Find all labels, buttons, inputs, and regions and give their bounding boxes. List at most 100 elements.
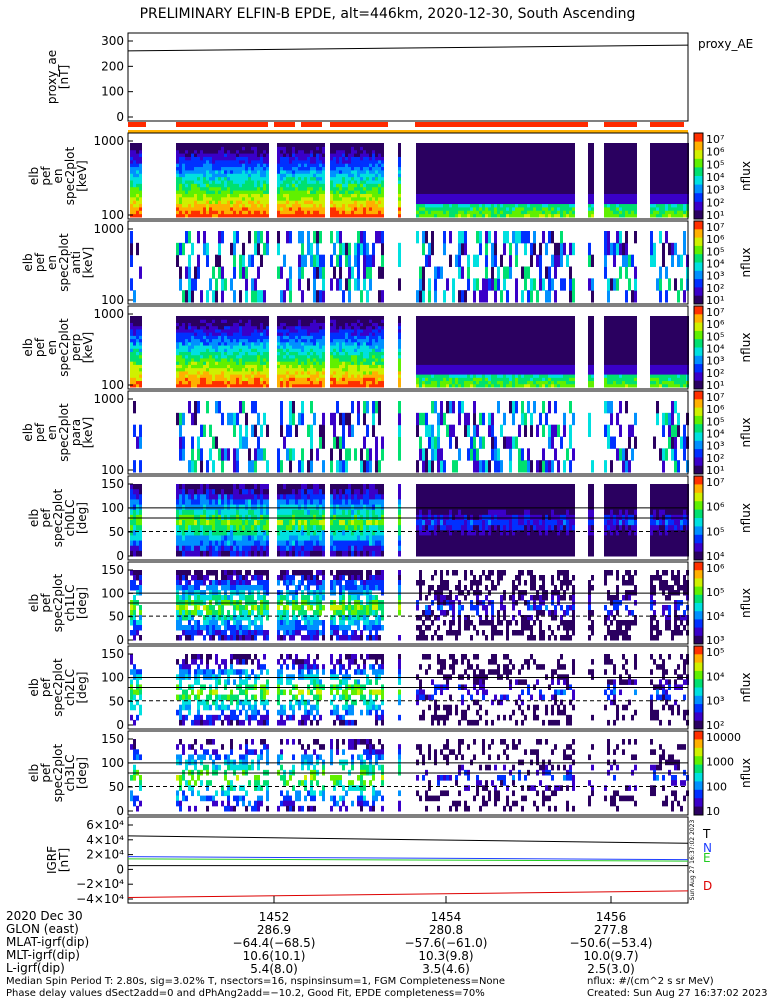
spectrogram-cell	[378, 206, 381, 211]
spectrogram-cell	[476, 176, 479, 181]
spectrogram-cell	[398, 173, 401, 178]
spectrogram-cell	[440, 180, 443, 184]
spectrogram-cell	[634, 146, 637, 151]
spectrogram-cell	[563, 163, 566, 168]
spectrogram-cell	[322, 153, 325, 157]
spectrogram-cell	[659, 169, 662, 174]
spectrogram-cell	[319, 231, 322, 244]
spectrogram-cell	[398, 200, 401, 205]
spectrogram-cell	[479, 180, 482, 184]
spectrogram-cell	[572, 196, 575, 201]
spectrogram-cell	[351, 153, 354, 157]
spectrogram-cell	[563, 159, 566, 164]
spectrogram-cell	[227, 332, 230, 336]
spectrogram-cell	[631, 159, 634, 164]
spectrogram-cell	[194, 156, 197, 161]
spectrogram-cell	[591, 176, 594, 181]
spectrogram-cell	[378, 231, 381, 244]
spectrogram-cell	[488, 186, 491, 191]
spectrogram-cell	[542, 231, 545, 244]
spectrogram-cell	[333, 335, 336, 340]
spectrogram-cell	[251, 166, 254, 171]
spectrogram-cell	[557, 200, 560, 205]
spectrogram-cell	[653, 159, 656, 164]
spectrogram-cell	[133, 341, 136, 346]
spectrogram-cell	[613, 206, 616, 211]
spectrogram-cell	[313, 377, 316, 382]
spectrogram-cell	[292, 370, 295, 375]
spectrogram-cell	[494, 186, 497, 191]
y-axis-label: en	[45, 255, 59, 270]
spectrogram-cell	[494, 242, 497, 256]
spectrogram-cell	[185, 231, 188, 244]
spectrogram-cell	[283, 186, 286, 191]
spectrogram-cell	[527, 180, 530, 184]
spectrogram-cell	[233, 193, 236, 198]
spectrogram-cell	[289, 335, 292, 340]
spectrogram-cell	[497, 278, 500, 291]
spectrogram-cell	[333, 367, 336, 372]
spectrogram-cell	[363, 266, 366, 279]
spectrogram-cell	[233, 143, 236, 147]
spectrogram-cell	[209, 146, 212, 151]
spectrogram-cell	[591, 156, 594, 161]
spectrogram-cell	[662, 254, 665, 267]
spectrogram-cell	[351, 169, 354, 174]
spectrogram-cell	[572, 156, 575, 161]
spectrogram-cell	[398, 156, 401, 161]
spectrogram-cell	[653, 163, 656, 168]
spectrogram-cell	[449, 200, 452, 205]
spectrogram-cell	[372, 159, 375, 164]
spectrogram-cell	[479, 173, 482, 178]
spectrogram-cell	[212, 149, 215, 154]
spectrogram-cell	[348, 206, 351, 211]
spectrogram-cell	[298, 332, 301, 336]
spectrogram-cell	[185, 325, 188, 330]
spectrogram-cell	[488, 196, 491, 201]
spectrogram-cell	[665, 163, 668, 168]
spectrogram-cell	[339, 149, 342, 154]
spectrogram-cell	[422, 242, 425, 256]
spectrogram-cell	[304, 383, 307, 388]
spectrogram-cell	[551, 169, 554, 174]
spectrogram-cell	[319, 290, 322, 303]
spectrogram-cell	[563, 190, 566, 194]
spectrogram-cell	[280, 351, 283, 356]
spectrogram-cell	[206, 210, 209, 215]
spectrogram-cell	[509, 146, 512, 151]
spectrogram-cell	[628, 153, 631, 157]
spectrogram-cell	[197, 328, 200, 333]
spectrogram-cell	[428, 180, 431, 184]
spectrogram-cell	[674, 190, 677, 194]
colorbar-cell	[694, 144, 703, 148]
spectrogram-cell	[398, 210, 401, 215]
spectrogram-cell	[488, 176, 491, 181]
spectrogram-cell	[221, 357, 224, 362]
spectrogram-cell	[634, 186, 637, 191]
spectrogram-cell	[233, 206, 236, 211]
spectrogram-cell	[512, 186, 515, 191]
spectrogram-cell	[239, 338, 242, 343]
y-axis-label: spec2plot	[57, 233, 71, 292]
spectrogram-cell	[473, 290, 476, 303]
spectrogram-cell	[322, 254, 325, 267]
spectrogram-cell	[200, 328, 203, 333]
spectrogram-cell	[215, 319, 218, 323]
spectrogram-cell	[548, 266, 551, 279]
spectrogram-cell	[500, 213, 503, 218]
spectrogram-cell	[254, 163, 257, 168]
spectrogram-cell	[572, 193, 575, 198]
spectrogram-cell	[194, 203, 197, 208]
spectrogram-cell	[221, 210, 224, 215]
spectrogram-cell	[446, 190, 449, 194]
spectrogram-cell	[497, 169, 500, 174]
spectrogram-cell	[506, 266, 509, 279]
spectrogram-cell	[363, 180, 366, 184]
spectrogram-cell	[289, 348, 292, 352]
spectrogram-cell	[345, 186, 348, 191]
spectrogram-cell	[230, 203, 233, 208]
spectrogram-cell	[212, 345, 215, 349]
spectrogram-cell	[572, 169, 575, 174]
spectrogram-cell	[369, 159, 372, 164]
spectrogram-cell	[221, 146, 224, 151]
